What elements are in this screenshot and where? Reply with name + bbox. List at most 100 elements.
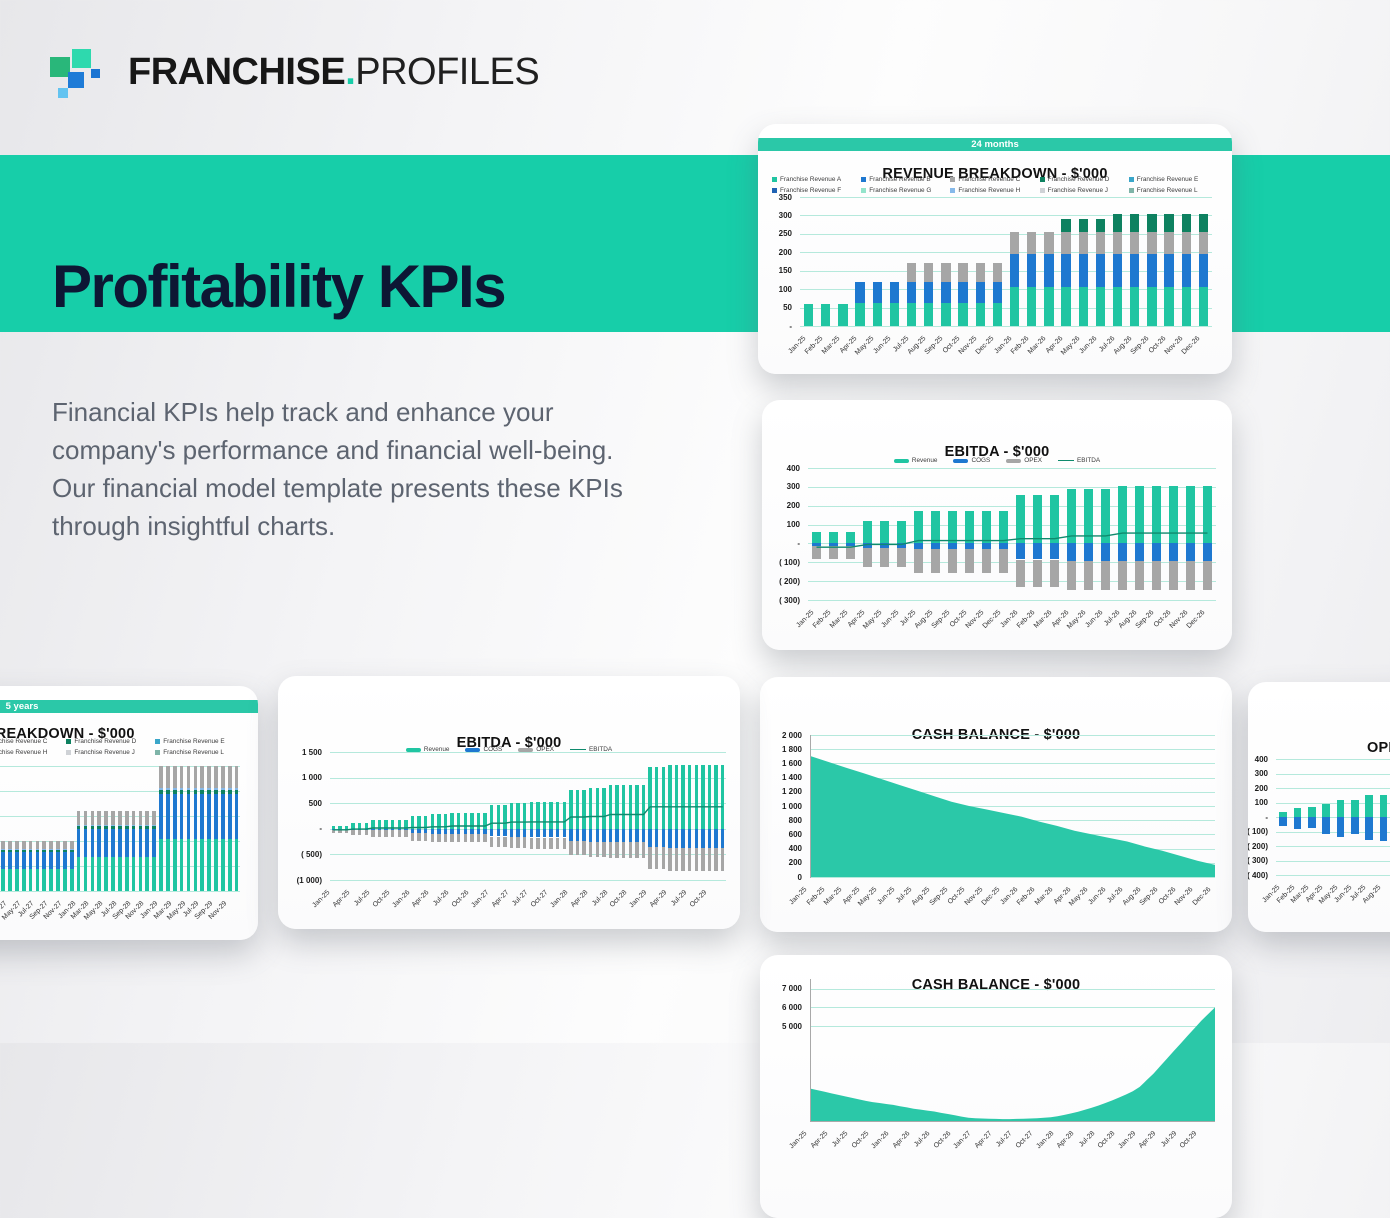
bar-segment	[207, 794, 211, 839]
bar-segment	[111, 857, 115, 891]
bar-segment	[410, 833, 415, 841]
bar-segment	[588, 841, 593, 857]
legend-item: EBITDA	[1058, 457, 1100, 464]
bar-segment	[214, 766, 218, 788]
bar-segment	[821, 303, 831, 326]
bar-segment	[145, 826, 150, 829]
bar-segment	[76, 825, 81, 826]
bar-segment	[575, 790, 580, 829]
bar-segment	[998, 511, 1009, 544]
bar-segment	[975, 303, 985, 326]
plot	[810, 735, 1215, 878]
bar-segment	[214, 790, 218, 794]
bar-segment	[124, 826, 129, 829]
gridline	[811, 806, 1215, 807]
bar-segment	[138, 825, 143, 826]
y-axis-label: -	[797, 538, 800, 548]
legend-item: Franchise Revenue H	[0, 749, 66, 756]
legend-label: Revenue	[423, 746, 450, 753]
gridline	[811, 1007, 1215, 1009]
gridline	[808, 600, 1216, 601]
bar-segment	[811, 546, 822, 559]
bar-segment	[186, 766, 191, 788]
bar-segment	[35, 848, 40, 850]
gridline	[808, 505, 1216, 507]
bar-segment	[172, 788, 177, 790]
legend-label: COGS	[971, 457, 991, 464]
bar-segment	[687, 764, 692, 829]
bar-segment	[1279, 811, 1288, 817]
bar-segment	[344, 825, 349, 829]
bar-segment	[509, 803, 514, 829]
bar-segment	[97, 825, 102, 826]
bar-segment	[1134, 485, 1145, 544]
bar-segment	[549, 837, 553, 849]
y-axis-label: -	[789, 321, 792, 331]
y-axis-label: ( 200)	[779, 576, 800, 586]
legend-marker	[570, 748, 587, 751]
bar-segment	[207, 839, 211, 891]
bar-segment	[1147, 232, 1157, 255]
bar-segment	[981, 549, 992, 573]
bar-segment	[207, 766, 211, 788]
bar-segment	[1350, 817, 1359, 835]
bar-segment	[1185, 561, 1196, 591]
bar-segment	[536, 802, 540, 829]
legend-label: Franchise Revenue J	[74, 749, 135, 756]
gridline	[330, 777, 726, 779]
bar-segment	[595, 841, 600, 857]
bar-segment	[687, 847, 692, 871]
bar-segment	[879, 543, 890, 549]
gridline	[811, 791, 1215, 793]
legend-marker	[1128, 177, 1134, 182]
brand-dot: .	[345, 50, 356, 93]
bar-segment	[668, 847, 672, 871]
legend-marker	[405, 747, 421, 752]
period-badge: 5 years	[0, 700, 258, 713]
bar-segment	[1134, 561, 1145, 591]
bar-segment	[608, 828, 613, 843]
bar-segment	[111, 826, 115, 829]
bar-segment	[635, 842, 639, 858]
bar-segment	[430, 828, 435, 834]
legend-marker	[518, 747, 534, 752]
bar-segment	[124, 825, 129, 826]
y-axis-label: 400	[1254, 754, 1268, 764]
bar-segment	[924, 263, 934, 282]
bar-segment	[1112, 254, 1123, 288]
bar-segment	[529, 837, 534, 849]
bar-segment	[397, 830, 402, 837]
bar-segment	[1322, 804, 1331, 817]
gridline	[811, 988, 1215, 990]
bar-segment	[56, 848, 60, 850]
plot	[808, 468, 1216, 601]
legend-item: Franchise Revenue L	[155, 749, 244, 756]
legend-item: Revenue	[893, 457, 937, 464]
bar-segment	[516, 828, 520, 837]
legend-item: Franchise Revenue B	[861, 176, 950, 183]
bar-segment	[14, 841, 19, 849]
bar-segment	[654, 828, 659, 847]
legend-row: Franchise Revenue F Franchise Revenue G Fr…	[758, 187, 1232, 194]
legend-item: Franchise Revenue J	[66, 749, 155, 756]
bar-segment	[555, 828, 560, 838]
legend-item: Revenue	[405, 746, 450, 753]
gridline	[1276, 817, 1390, 818]
bar-segment	[1009, 287, 1020, 326]
bar-segment	[720, 847, 725, 871]
bar-segment	[1336, 799, 1345, 817]
gridline	[811, 749, 1215, 751]
bar-segment	[35, 849, 40, 852]
bar-segment	[56, 849, 60, 852]
y-axis-label: 100	[778, 284, 792, 294]
bar-segment	[896, 543, 907, 549]
legend-item: Franchise Revenue D	[66, 738, 155, 745]
bar-segment	[958, 263, 968, 282]
bar-segment	[975, 281, 985, 304]
legend-label: Franchise Revenue E	[163, 738, 225, 745]
legend-marker	[155, 739, 161, 744]
bar-segment	[377, 830, 382, 837]
bar-segment	[542, 802, 547, 829]
y-axis-label: 250	[778, 229, 792, 239]
y-axis-label: ( 300)	[779, 595, 800, 605]
